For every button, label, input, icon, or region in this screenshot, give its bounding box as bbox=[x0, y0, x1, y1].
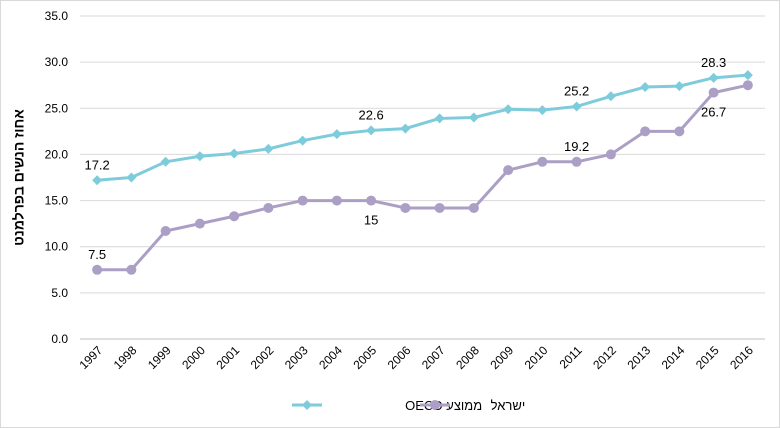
x-tick-label: 2016 bbox=[727, 343, 756, 372]
legend: ממוצע OECDישראל bbox=[292, 398, 525, 413]
data-point bbox=[537, 156, 548, 167]
x-tick-label: 1997 bbox=[76, 343, 105, 372]
data-point bbox=[92, 175, 103, 186]
data-point bbox=[229, 148, 240, 159]
x-tick-label: 2011 bbox=[557, 343, 585, 371]
data-point bbox=[160, 226, 171, 237]
data-point bbox=[708, 87, 719, 98]
y-tick-label: 20.0 bbox=[45, 147, 69, 161]
x-tick-label: 2004 bbox=[316, 343, 345, 372]
data-point bbox=[297, 135, 308, 146]
x-tick-label: 2014 bbox=[659, 343, 688, 372]
data-label: 25.2 bbox=[564, 83, 589, 98]
x-tick-label: 2005 bbox=[350, 343, 379, 372]
data-point bbox=[366, 195, 377, 206]
data-point bbox=[468, 202, 479, 213]
data-point bbox=[92, 264, 103, 275]
series-line bbox=[97, 83, 749, 272]
data-point bbox=[605, 91, 616, 102]
data-point bbox=[503, 165, 514, 176]
data-point bbox=[708, 72, 719, 83]
x-tick-label: 2000 bbox=[179, 343, 208, 372]
data-point bbox=[674, 81, 685, 92]
x-tick-label: 2010 bbox=[522, 343, 551, 372]
x-tick-label: 1998 bbox=[111, 343, 140, 372]
data-point bbox=[331, 129, 342, 140]
data-point bbox=[263, 143, 274, 154]
data-point bbox=[503, 104, 514, 115]
data-point bbox=[640, 82, 651, 93]
series-group bbox=[92, 70, 753, 275]
y-tick-label: 35.0 bbox=[45, 9, 69, 23]
data-point bbox=[229, 211, 240, 222]
y-tick-label: 25.0 bbox=[45, 101, 69, 115]
y-tick-label: 10.0 bbox=[45, 240, 69, 254]
data-label: 15 bbox=[364, 213, 378, 228]
data-point bbox=[194, 218, 205, 229]
x-tick-label: 2009 bbox=[487, 343, 516, 372]
x-tick-label: 2013 bbox=[624, 343, 653, 372]
data-point bbox=[434, 202, 445, 213]
x-tick-label: 1999 bbox=[145, 343, 174, 372]
data-point bbox=[742, 80, 753, 91]
data-point bbox=[160, 156, 171, 167]
data-point bbox=[297, 195, 308, 206]
legend-marker bbox=[302, 400, 312, 410]
y-tick-label: 30.0 bbox=[45, 55, 69, 69]
data-labels: 17.2 22.6 25.2 28.3 7.5 15 19.2 26.7 bbox=[84, 55, 726, 262]
data-point bbox=[331, 195, 342, 206]
data-label: 22.6 bbox=[358, 107, 383, 122]
data-point bbox=[537, 105, 548, 116]
data-point bbox=[263, 202, 274, 213]
data-point bbox=[742, 70, 753, 81]
x-tick-label: 2015 bbox=[693, 343, 722, 372]
data-label: 26.7 bbox=[701, 105, 726, 120]
x-tick-label: 2006 bbox=[385, 343, 414, 372]
gridlines bbox=[80, 15, 765, 294]
x-tick-label: 2003 bbox=[282, 343, 311, 372]
data-point bbox=[571, 156, 582, 167]
data-point bbox=[468, 112, 479, 123]
data-point bbox=[400, 202, 411, 213]
data-point bbox=[674, 126, 685, 137]
data-point bbox=[126, 264, 137, 275]
series-line bbox=[97, 73, 748, 182]
data-point bbox=[640, 126, 651, 137]
y-tick-label: 15.0 bbox=[45, 194, 69, 208]
data-label: 7.5 bbox=[88, 247, 106, 262]
y-tick-label: 5.0 bbox=[51, 286, 68, 300]
x-tick-label: 2008 bbox=[453, 343, 482, 372]
data-point bbox=[434, 113, 445, 124]
x-tick-label: 2002 bbox=[248, 343, 277, 372]
y-tick-label: 0.0 bbox=[51, 332, 68, 346]
data-point bbox=[400, 123, 411, 134]
x-tick-label: 2007 bbox=[419, 343, 448, 372]
data-label: 17.2 bbox=[84, 157, 109, 172]
data-label: 28.3 bbox=[701, 55, 726, 70]
x-tick-label: 2012 bbox=[590, 343, 619, 372]
legend-marker bbox=[430, 400, 440, 410]
legend-label: ישראל bbox=[491, 398, 526, 413]
data-point bbox=[194, 151, 205, 162]
x-tick-labels: 1997 1998 1999 2000 2001 2002 2003 2004 2005 2006… bbox=[76, 343, 756, 372]
y-axis-label: אחוז הנשים בפרלמנט bbox=[11, 109, 27, 246]
data-label: 19.2 bbox=[564, 139, 589, 154]
x-tick-label: 2001 bbox=[213, 343, 242, 372]
data-point bbox=[605, 149, 616, 160]
data-point bbox=[126, 172, 137, 183]
data-point bbox=[571, 101, 582, 112]
y-tick-labels: 0.0 5.0 10.0 15.0 20.0 25.0 30.0 35.0 bbox=[45, 9, 69, 346]
data-point bbox=[366, 125, 377, 136]
